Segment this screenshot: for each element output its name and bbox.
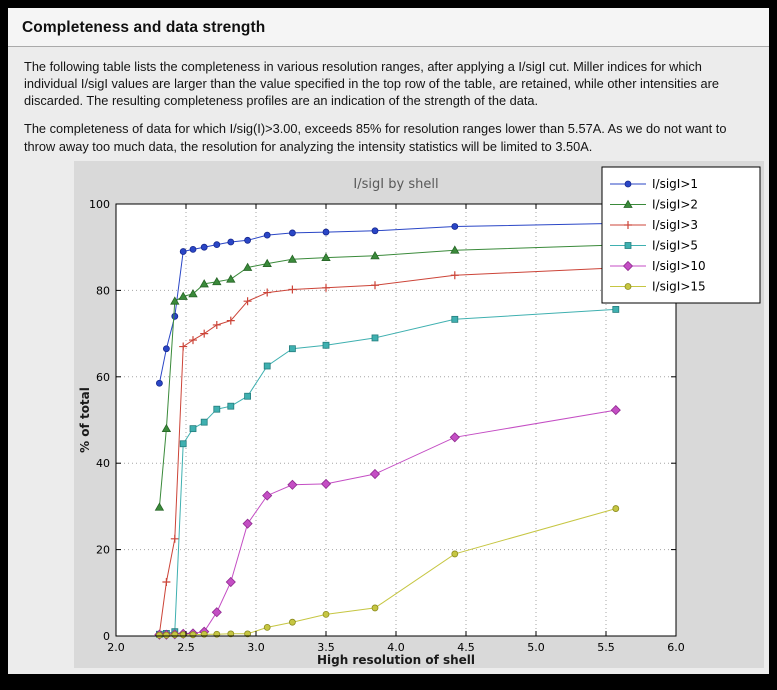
svg-text:I/sigI>1: I/sigI>1 (652, 177, 698, 191)
series-I/sigI>3 (155, 263, 620, 638)
page-header: Completeness and data strength (8, 8, 769, 47)
svg-text:4.5: 4.5 (457, 641, 475, 654)
svg-text:I/sigI>10: I/sigI>10 (652, 259, 706, 273)
chart-legend: I/sigI>1 I/sigI>2 I/sigI>3 I/sigI>5 I/sigI>1… (601, 166, 761, 304)
series-I/sigI>2 (154, 239, 621, 511)
description: The following table lists the completene… (8, 58, 769, 155)
svg-text:I/sigI>15: I/sigI>15 (652, 279, 706, 293)
svg-text:20: 20 (96, 543, 110, 556)
svg-text:I/sigI>5: I/sigI>5 (652, 238, 698, 252)
svg-text:0: 0 (103, 630, 110, 643)
svg-text:100: 100 (89, 198, 110, 211)
chart-canvas: 2.0 2.5 3.0 3.5 4.0 4.5 5.0 5.5 6.0 0 20 40 60 80 100 I… (74, 160, 764, 668)
chart-title: I/sigI by shell (353, 177, 438, 192)
gridlines (116, 203, 676, 636)
svg-text:I/sigI>3: I/sigI>3 (652, 218, 698, 232)
paragraph-intro: The following table lists the completene… (24, 59, 719, 109)
svg-text:3.0: 3.0 (247, 641, 265, 654)
svg-text:40: 40 (96, 457, 110, 470)
page-title: Completeness and data strength (22, 19, 266, 36)
svg-text:2.5: 2.5 (177, 641, 195, 654)
report-page: Completeness and data strength The follo… (8, 8, 769, 674)
svg-text:60: 60 (96, 371, 110, 384)
completeness-chart: 2.0 2.5 3.0 3.5 4.0 4.5 5.0 5.5 6.0 0 20 40 60 80 100 I… (74, 160, 769, 674)
svg-text:6.0: 6.0 (667, 641, 685, 654)
y-axis-label: % of total (78, 387, 92, 453)
svg-text:80: 80 (96, 284, 110, 297)
svg-text:5.5: 5.5 (597, 641, 615, 654)
svg-text:5.0: 5.0 (527, 641, 545, 654)
paragraph-conclusion: The completeness of data for which I/sig… (24, 121, 727, 154)
svg-text:3.5: 3.5 (317, 641, 335, 654)
svg-text:2.0: 2.0 (107, 641, 125, 654)
svg-text:4.0: 4.0 (387, 641, 405, 654)
x-axis-label: High resolution of shell (317, 653, 475, 667)
svg-text:I/sigI>2: I/sigI>2 (652, 197, 698, 211)
axes: 2.0 2.5 3.0 3.5 4.0 4.5 5.0 5.5 6.0 0 20 40 60 80 100 (89, 198, 685, 654)
